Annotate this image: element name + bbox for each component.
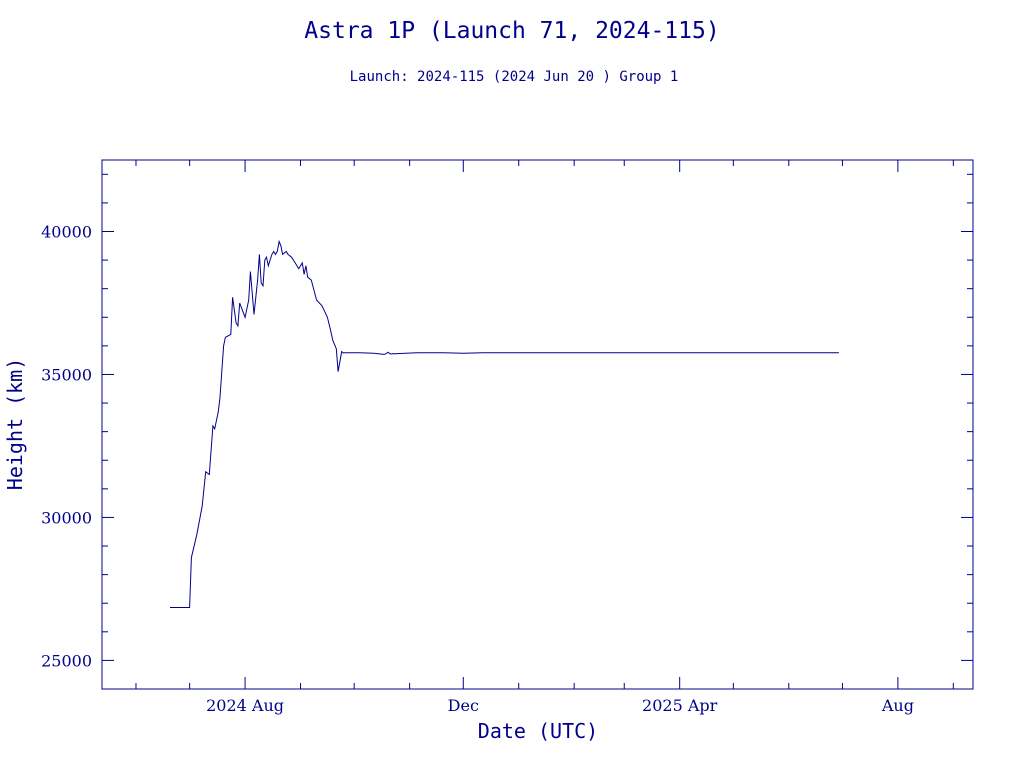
x-tick-labels: 2024 Aug Dec 2025 Apr Aug: [206, 696, 914, 715]
x-axis-label: Date (UTC): [478, 719, 598, 743]
series-points: [169, 240, 841, 609]
y-tick-label: 40000: [41, 222, 92, 241]
height-series-line: [170, 239, 839, 608]
chart-subtitle: Launch: 2024-115 (2024 Jun 20 ) Group 1: [350, 69, 679, 85]
plot-frame: [101, 159, 974, 690]
x-tick-label: 2025 Apr: [642, 696, 718, 715]
chart-title: Astra 1P (Launch 71, 2024-115): [304, 18, 719, 44]
x-tick-label: 2024 Aug: [206, 696, 284, 715]
y-tick-label: 25000: [41, 651, 92, 670]
x-tick-label: Aug: [881, 696, 914, 715]
y-tick-label: 30000: [41, 508, 92, 527]
x-tick-label: Dec: [448, 696, 479, 715]
y-axis-label: Height (km): [3, 358, 27, 490]
y-tick-labels: 25000 30000 35000 40000: [41, 222, 92, 670]
tick-marks: [102, 160, 973, 690]
y-tick-label: 35000: [41, 365, 92, 384]
